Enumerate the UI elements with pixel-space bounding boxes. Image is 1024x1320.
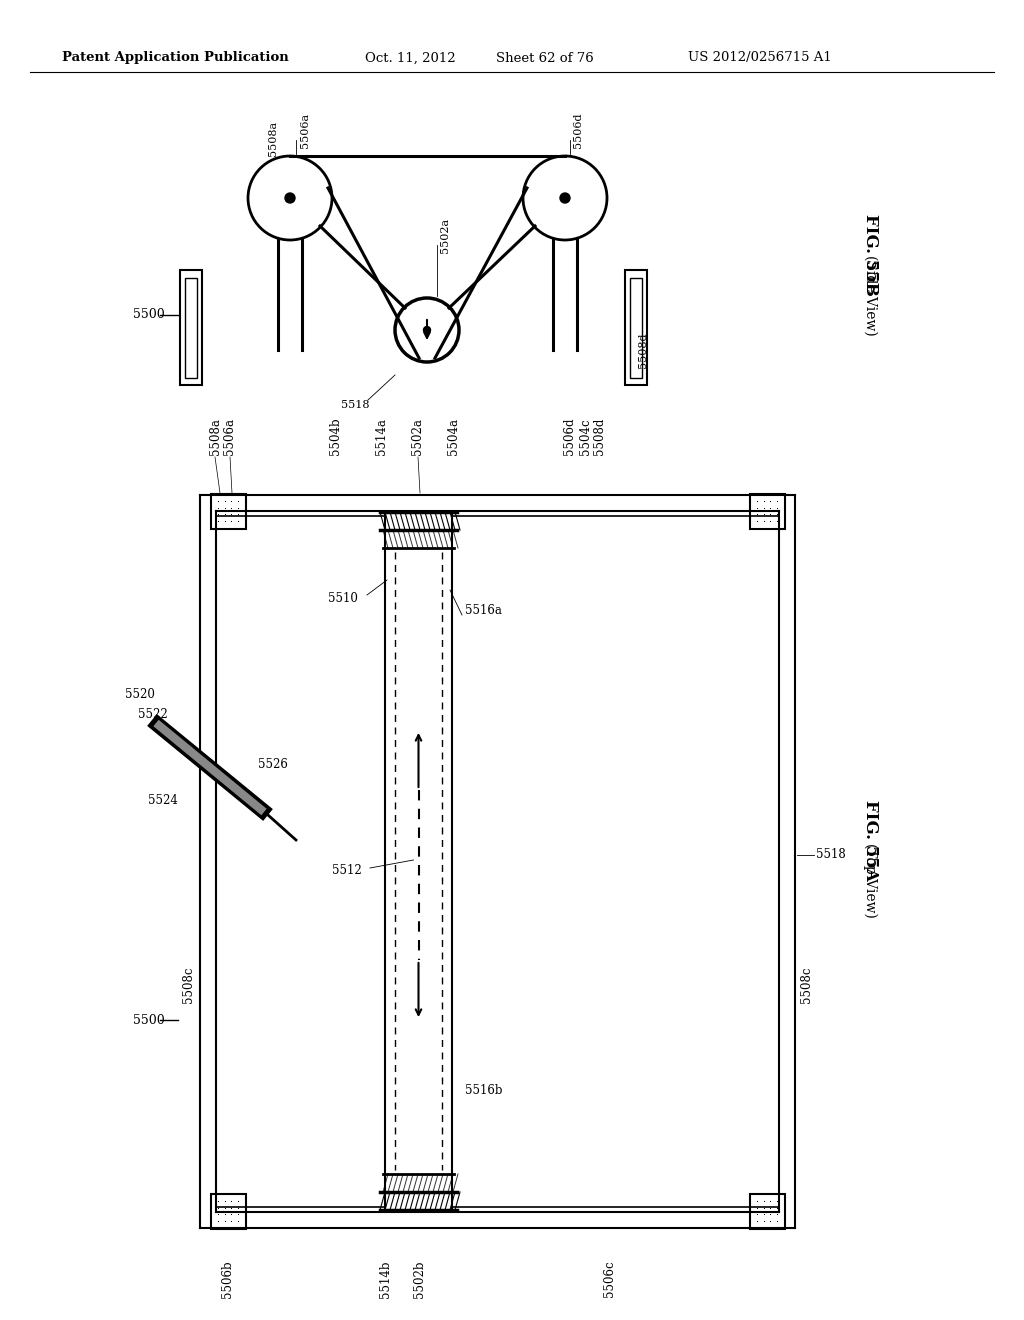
Text: (Side View): (Side View)	[863, 255, 877, 335]
Bar	[625, 271, 647, 385]
Text: 5508d: 5508d	[638, 333, 648, 368]
Text: 5502a: 5502a	[440, 218, 450, 252]
Bar	[630, 279, 642, 378]
Text: 5504a: 5504a	[447, 418, 461, 455]
Bar	[185, 279, 197, 378]
Text: 5500: 5500	[133, 309, 165, 322]
Text: 5506d: 5506d	[563, 417, 577, 455]
Text: 5506a: 5506a	[300, 112, 310, 148]
Text: 5506a: 5506a	[223, 418, 237, 455]
Text: 5518: 5518	[341, 400, 370, 411]
Bar	[211, 494, 246, 529]
Text: 5504b: 5504b	[329, 417, 341, 455]
Text: 5522: 5522	[138, 709, 168, 722]
Text: 5516b: 5516b	[465, 1084, 503, 1097]
Bar	[180, 271, 202, 385]
Text: Patent Application Publication: Patent Application Publication	[61, 51, 289, 65]
Circle shape	[560, 193, 570, 203]
Bar	[750, 494, 785, 529]
Circle shape	[248, 156, 332, 240]
Text: 5514a: 5514a	[376, 418, 388, 455]
Text: 5508c: 5508c	[182, 966, 195, 1003]
Text: 5508c: 5508c	[800, 966, 813, 1003]
Bar	[211, 1195, 246, 1229]
Text: 5526: 5526	[258, 759, 288, 771]
Text: 5514b: 5514b	[379, 1261, 391, 1298]
Text: US 2012/0256715 A1: US 2012/0256715 A1	[688, 51, 831, 65]
Text: 5504c: 5504c	[579, 418, 592, 455]
Text: 5516a: 5516a	[465, 603, 502, 616]
Text: 5508a: 5508a	[209, 418, 221, 455]
Text: 5506b: 5506b	[221, 1261, 234, 1298]
Text: 5502b: 5502b	[414, 1261, 427, 1298]
Text: 5500: 5500	[133, 1014, 165, 1027]
Circle shape	[285, 193, 295, 203]
Text: FIG. 55B: FIG. 55B	[861, 214, 879, 296]
Text: 5520: 5520	[125, 689, 155, 701]
Bar	[750, 1195, 785, 1229]
Text: 5508a: 5508a	[268, 120, 278, 156]
Circle shape	[395, 298, 459, 362]
Text: 5524: 5524	[148, 793, 178, 807]
Text: 5506d: 5506d	[573, 112, 583, 148]
Circle shape	[424, 326, 430, 334]
Text: FIG. 55A: FIG. 55A	[861, 800, 879, 880]
Text: 5510: 5510	[328, 591, 358, 605]
Text: 5508d: 5508d	[594, 417, 606, 455]
Text: Sheet 62 of 76: Sheet 62 of 76	[496, 51, 594, 65]
Text: 5512: 5512	[332, 863, 362, 876]
Text: 5506c: 5506c	[603, 1261, 616, 1296]
Text: 5502a: 5502a	[412, 418, 425, 455]
Circle shape	[523, 156, 607, 240]
Text: (Top View): (Top View)	[863, 842, 878, 917]
Text: 5518: 5518	[816, 849, 846, 862]
Text: Oct. 11, 2012: Oct. 11, 2012	[365, 51, 456, 65]
